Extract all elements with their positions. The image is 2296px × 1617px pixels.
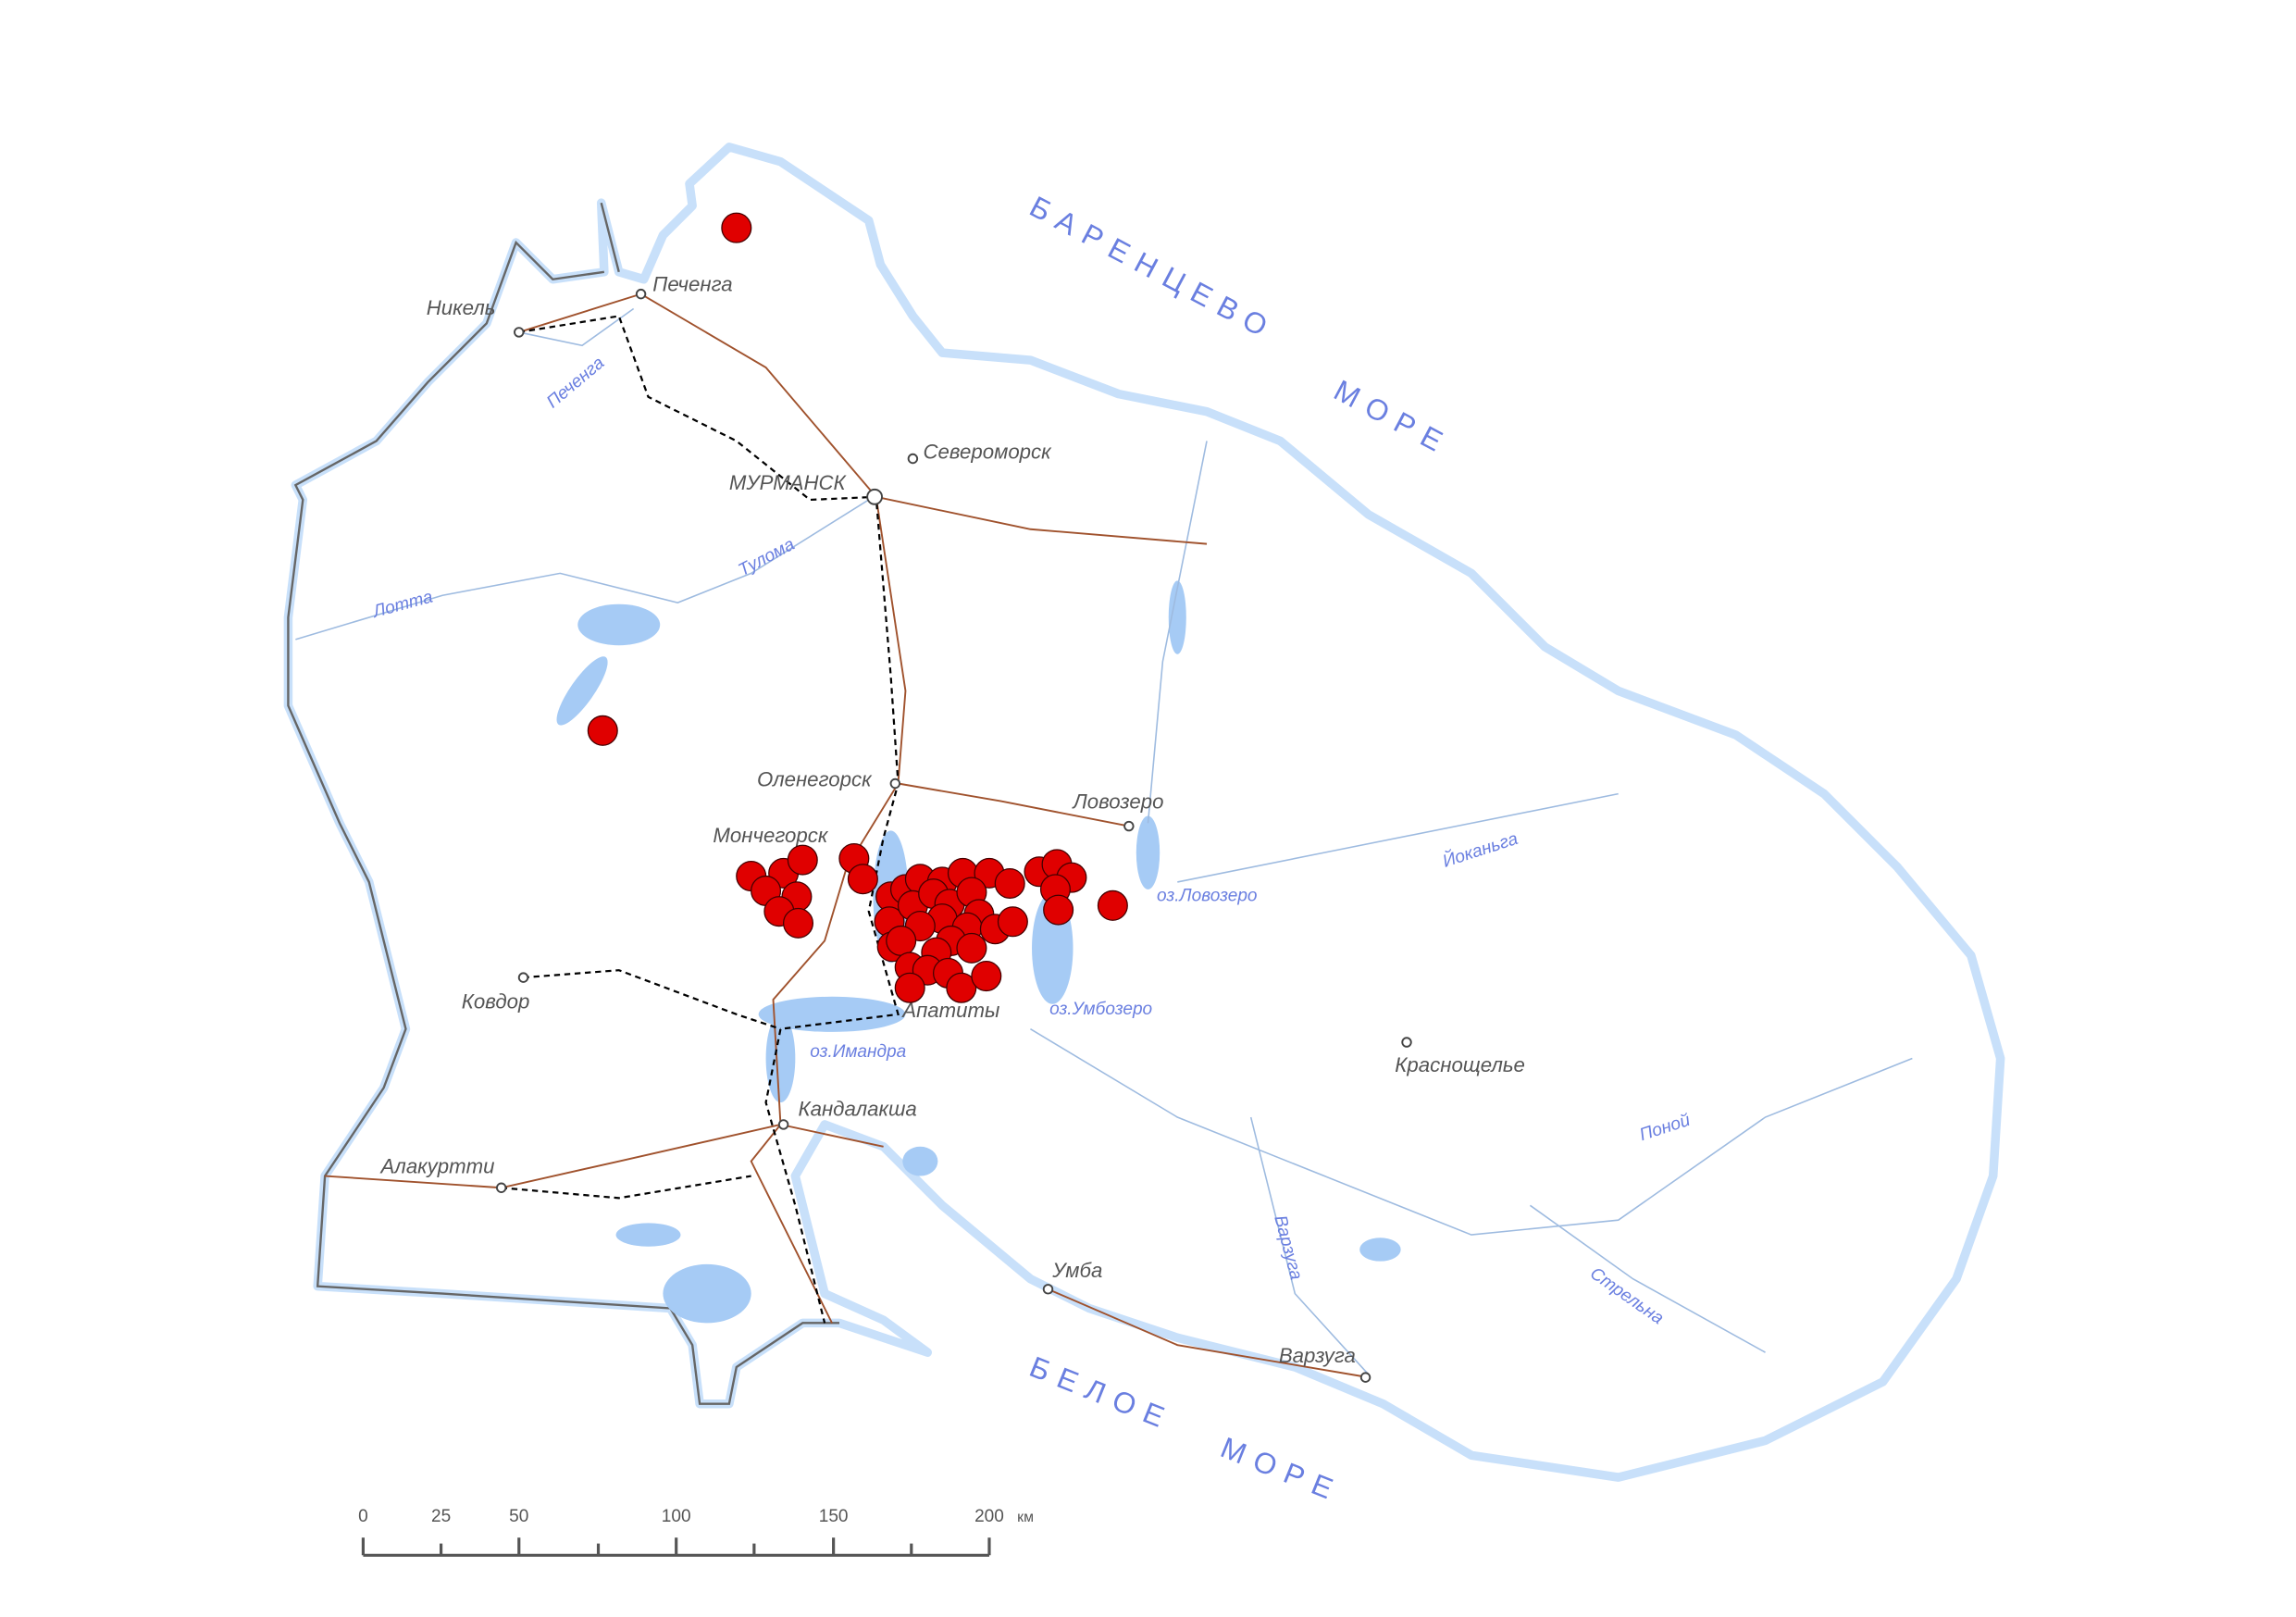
roads — [325, 292, 1369, 1379]
city-pechenga: Печенга — [652, 272, 732, 295]
barents-sea-label-2: МОРЕ — [1329, 373, 1458, 463]
region-outline — [283, 143, 2005, 1482]
observation-markers — [587, 212, 1128, 1003]
city-krasnoshchelye: Краснощелье — [1395, 1053, 1525, 1076]
red-circle-marker-icon — [886, 925, 917, 956]
city-alakurtti: Алакуртти — [379, 1154, 494, 1177]
red-circle-marker-icon — [971, 961, 1002, 992]
city-kandalaksha: Кандалакша — [799, 1097, 917, 1120]
city-markers — [495, 288, 1412, 1383]
red-circle-marker-icon — [1043, 894, 1074, 926]
scale-tick-50: 50 — [509, 1507, 528, 1526]
scale-bar: 0 25 50 100 150 200 км — [358, 1507, 1034, 1557]
white-sea-label: БЕЛОЕ — [1025, 1350, 1179, 1437]
red-circle-marker-icon — [946, 972, 977, 1003]
city-umba: Умба — [1051, 1259, 1102, 1282]
rivers — [295, 307, 1913, 1375]
white-sea-label-2: МОРЕ — [1216, 1430, 1347, 1509]
scale-unit: км — [1017, 1510, 1034, 1525]
scale-tick-25: 25 — [431, 1507, 451, 1526]
scale-tick-100: 100 — [662, 1507, 691, 1526]
city-murmansk: МУРМАНСК — [729, 471, 848, 494]
red-circle-marker-icon — [782, 907, 814, 939]
red-circle-marker-icon — [994, 867, 1025, 900]
lake-umbozero: оз.Умбозеро — [1049, 1000, 1152, 1019]
red-circle-marker-icon — [787, 844, 818, 876]
scale-tick-150: 150 — [819, 1507, 849, 1526]
red-circle-marker-icon — [956, 932, 987, 964]
red-circle-marker-icon — [587, 715, 618, 746]
city-varzuga: Варзуга — [1279, 1344, 1356, 1367]
lake-imandra: оз.Имандра — [810, 1042, 906, 1062]
city-apatity: Апатиты — [900, 999, 999, 1022]
city-kovdor: Ковдор — [462, 989, 530, 1013]
city-olenegorsk: Оленегорск — [757, 768, 873, 791]
red-circle-marker-icon — [1097, 889, 1128, 921]
barents-sea-label: БАРЕНЦЕВО — [1024, 190, 1282, 348]
land-border — [287, 202, 839, 1405]
city-monchegorsk: Мончегорск — [713, 824, 828, 847]
city-severomorsk: Североморск — [924, 441, 1053, 464]
scale-tick-200: 200 — [974, 1507, 1004, 1526]
red-circle-marker-icon — [721, 212, 752, 243]
lake-lovozero: оз.Ловозеро — [1157, 887, 1258, 906]
red-circle-marker-icon — [894, 972, 925, 1003]
city-lovozero: Ловозеро — [1072, 790, 1164, 814]
city-nikel: Никель — [427, 296, 496, 319]
city-labels: Никель Печенга Североморск МУРМАНСК Олен… — [379, 272, 1524, 1367]
red-circle-marker-icon — [997, 906, 1028, 938]
red-circle-marker-icon — [847, 864, 878, 895]
scale-tick-0: 0 — [358, 1507, 368, 1526]
